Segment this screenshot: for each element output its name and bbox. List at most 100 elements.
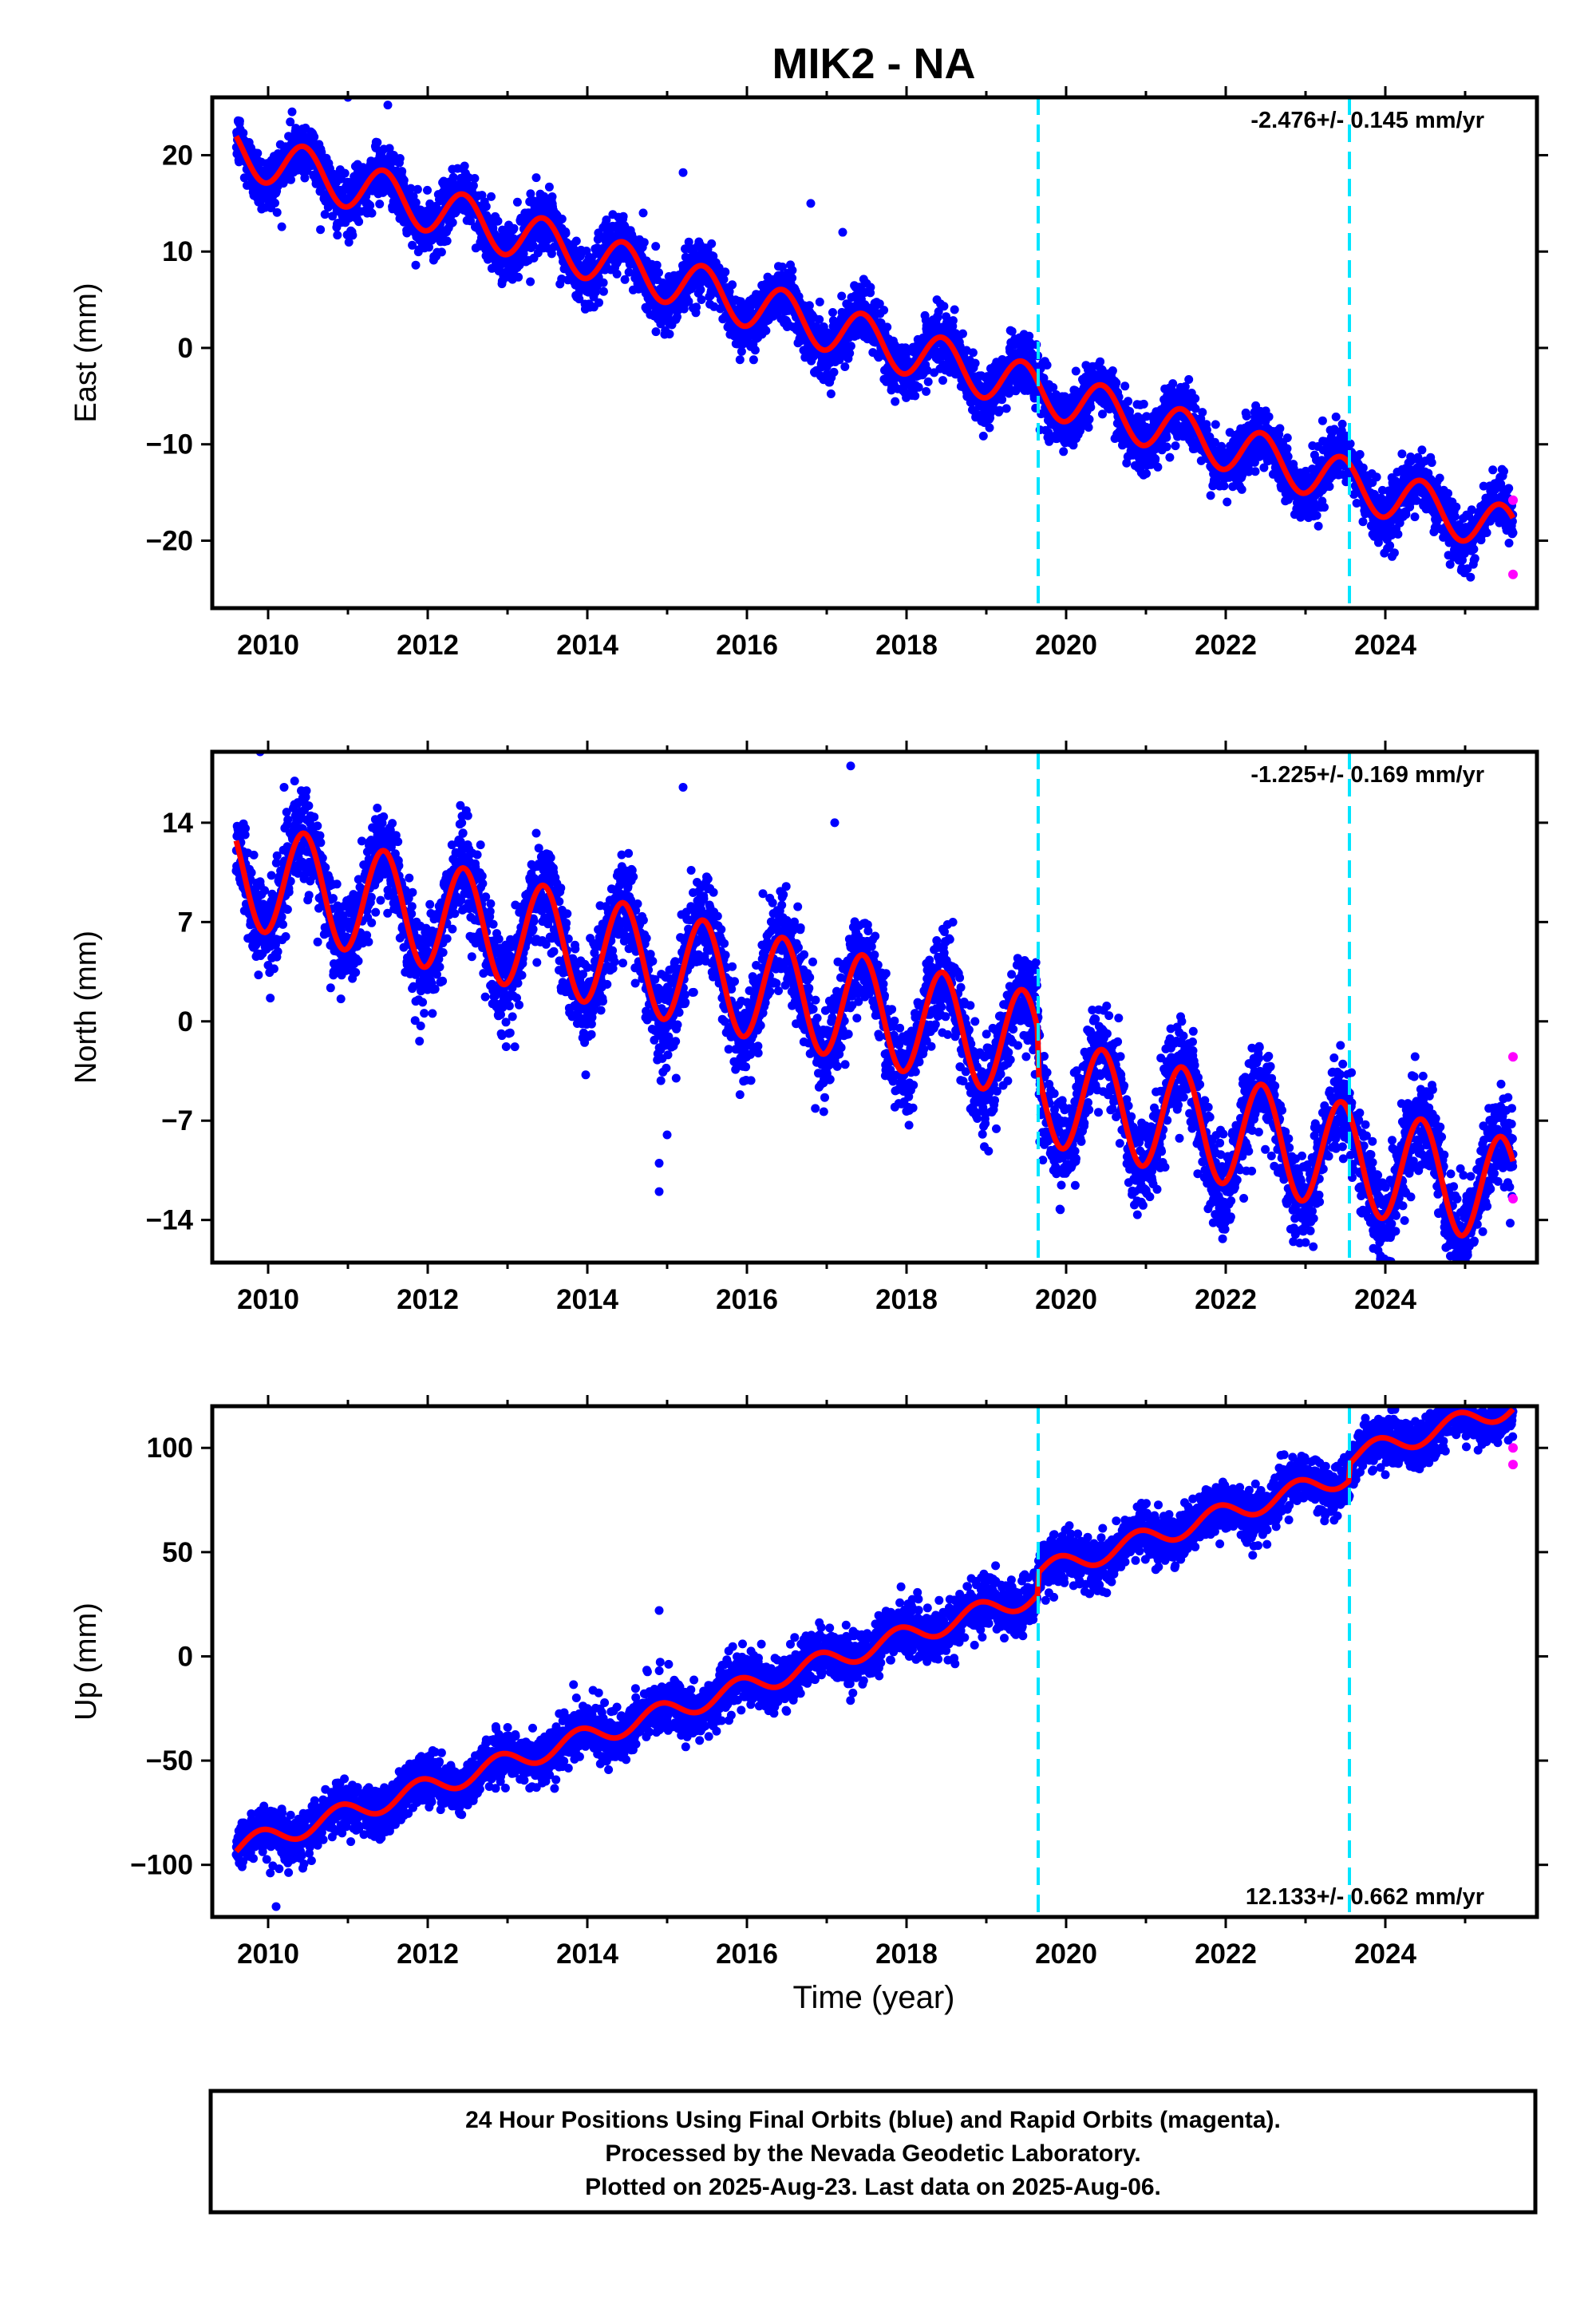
data-point: [340, 168, 350, 178]
data-point: [1401, 510, 1411, 519]
data-point: [598, 287, 608, 296]
data-point: [879, 306, 889, 315]
data-point: [512, 197, 522, 207]
data-point: [1039, 373, 1049, 383]
data-point: [985, 423, 994, 433]
data-point: [1358, 517, 1368, 527]
data-point: [399, 176, 409, 185]
data-point: [1242, 411, 1251, 421]
data-point: [840, 362, 850, 371]
data-point: [1337, 419, 1347, 429]
data-point: [837, 291, 847, 301]
data-point: [277, 222, 286, 231]
data-point: [575, 294, 584, 304]
data-point: [684, 237, 693, 247]
data-point: [875, 299, 884, 309]
data-point: [477, 191, 487, 200]
data-point: [1007, 326, 1017, 336]
data-point: [547, 192, 557, 201]
data-point: [239, 173, 249, 183]
data-point: [411, 198, 421, 207]
data-point: [1312, 511, 1321, 520]
data-point: [970, 358, 980, 368]
data-point: [1397, 449, 1407, 459]
data-point: [286, 175, 295, 184]
data-point: [866, 283, 875, 292]
data-point: [354, 217, 364, 227]
data-point: [1168, 379, 1178, 389]
data-point: [652, 260, 662, 270]
data-point: [1314, 521, 1323, 531]
data-point: [826, 389, 836, 398]
data-point: [958, 329, 967, 338]
data-point: [654, 268, 663, 278]
data-point: [1237, 484, 1246, 494]
data-point: [998, 395, 1007, 405]
data-point: [938, 376, 947, 385]
data-point: [852, 330, 862, 340]
data-point: [531, 173, 541, 183]
data-point: [320, 210, 330, 219]
data-point: [1069, 441, 1078, 450]
data-point: [968, 348, 978, 358]
data-point: [761, 326, 771, 335]
data-point: [1142, 412, 1152, 421]
data-point: [612, 269, 622, 279]
data-point: [737, 346, 746, 356]
data-point: [272, 207, 282, 217]
data-point: [846, 342, 855, 351]
data-point: [1223, 497, 1232, 507]
data-point: [804, 301, 814, 310]
data-point: [939, 302, 949, 311]
data-point: [1184, 375, 1194, 384]
data-point: [815, 297, 824, 306]
data-point: [239, 128, 248, 138]
data-point: [1120, 381, 1130, 391]
data-point: [1283, 452, 1293, 461]
data-point: [460, 161, 469, 171]
data-point: [557, 214, 567, 223]
data-point: [1086, 402, 1096, 412]
data-point: [950, 305, 959, 314]
data-point: [1084, 423, 1093, 432]
data-point: [778, 263, 787, 271]
data-point: [1142, 468, 1151, 478]
data-point: [411, 260, 421, 270]
data-point: [1275, 424, 1285, 433]
data-point: [1162, 433, 1171, 442]
data-point: [487, 192, 496, 201]
data-point: [788, 273, 797, 283]
data-point: [1210, 437, 1219, 447]
data-point: [725, 287, 734, 296]
data-point: [788, 266, 797, 275]
data-point: [544, 182, 554, 192]
data-point: [1250, 467, 1260, 476]
plot-area: [231, 97, 1518, 608]
data-point: [448, 172, 458, 182]
data-point: [828, 308, 837, 317]
data-point: [598, 278, 608, 287]
data-point: [509, 223, 519, 233]
data-point: [316, 225, 326, 235]
data-point: [1012, 385, 1021, 394]
data-point: [1331, 412, 1341, 421]
data-point: [1112, 378, 1121, 388]
data-point: [448, 218, 457, 227]
data-point: [1059, 447, 1069, 456]
data-point: [253, 148, 263, 158]
data-point: [300, 173, 310, 183]
data-point: [539, 192, 549, 201]
data-point: [1180, 381, 1190, 391]
data-point: [526, 277, 535, 287]
data-point: [286, 117, 295, 127]
data-point: [845, 349, 855, 358]
data-point: [1153, 462, 1163, 472]
final-orbit-points: [231, 97, 1518, 582]
data-point: [1124, 397, 1133, 406]
data-point: [651, 327, 661, 337]
data-point: [978, 431, 988, 441]
data-point: [235, 117, 244, 126]
data-point: [1282, 433, 1292, 443]
data-point: [1084, 414, 1094, 424]
data-point: [1045, 437, 1054, 446]
